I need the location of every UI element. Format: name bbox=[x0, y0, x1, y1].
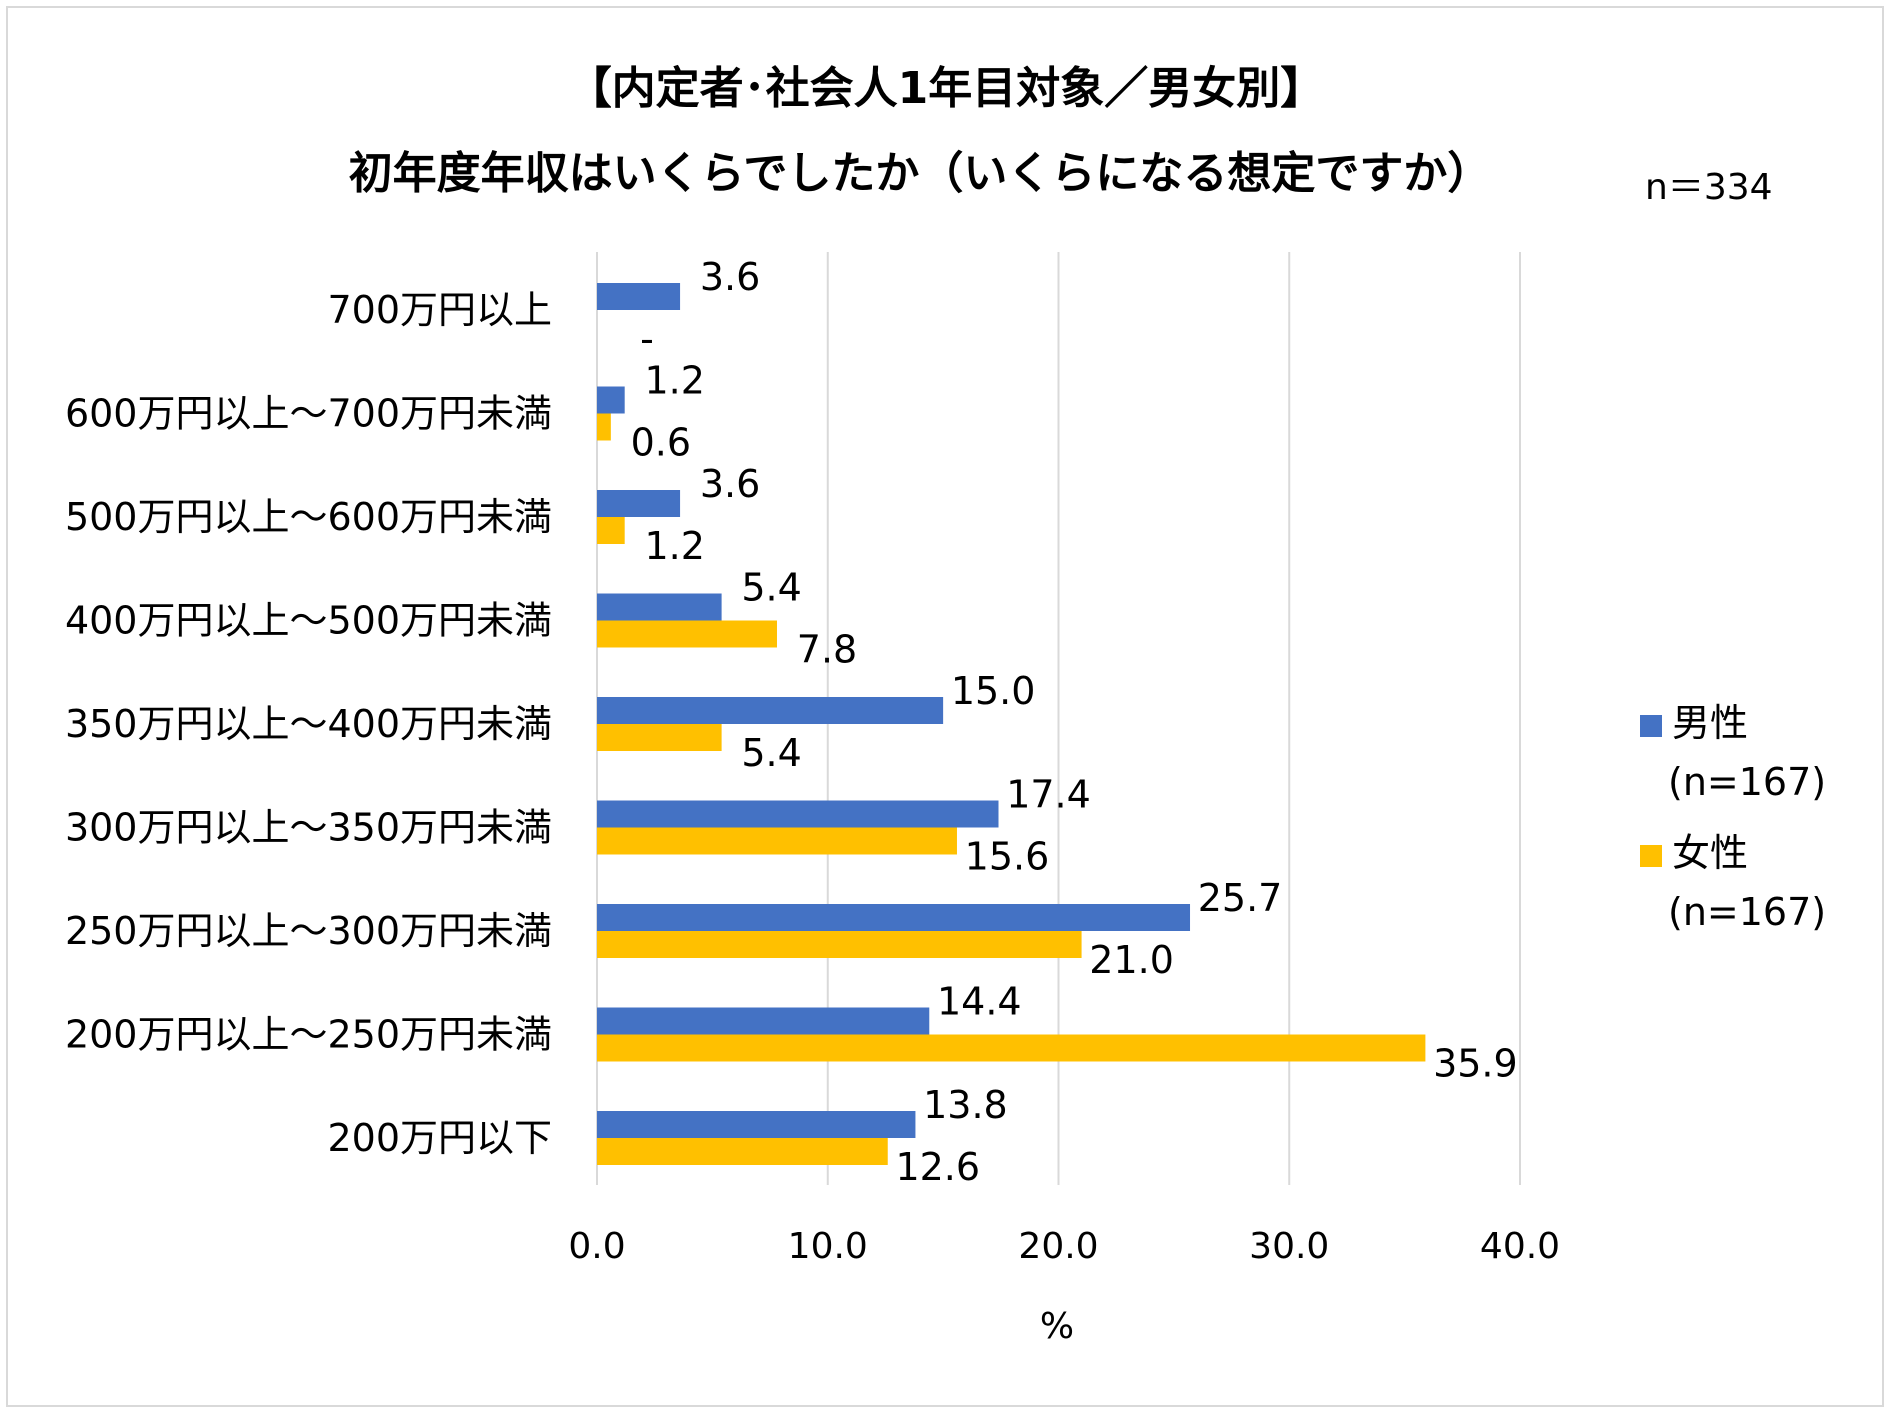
category-label: 350万円以上～400万円未満 bbox=[65, 702, 552, 746]
data-label: 21.0 bbox=[1089, 938, 1174, 982]
bar-female bbox=[597, 413, 611, 441]
data-label: 3.6 bbox=[700, 255, 760, 299]
category-label: 200万円以上～250万円未満 bbox=[65, 1013, 552, 1057]
x-tick-label: 0.0 bbox=[568, 1226, 625, 1267]
data-label: 5.4 bbox=[741, 566, 801, 610]
bar-male bbox=[597, 697, 944, 724]
bar-female bbox=[597, 1138, 888, 1165]
legend-sub-female: (n=167) bbox=[1668, 890, 1827, 934]
chart-title-line1: 【内定者･社会人1年目対象／男女別】 bbox=[567, 63, 1325, 114]
data-label: 1.2 bbox=[644, 524, 704, 568]
bar-male bbox=[597, 593, 722, 621]
data-label: 5.4 bbox=[741, 731, 801, 775]
x-tick-label: 40.0 bbox=[1480, 1226, 1560, 1267]
category-label: 700万円以上 bbox=[327, 288, 552, 332]
data-label: 7.8 bbox=[797, 628, 857, 672]
legend-label-female: 女性 bbox=[1672, 831, 1749, 875]
bar-female bbox=[597, 620, 777, 648]
data-label: 15.6 bbox=[965, 835, 1050, 879]
bar-male bbox=[597, 1007, 930, 1035]
bar-male bbox=[597, 1111, 916, 1138]
data-label: 17.4 bbox=[1006, 773, 1091, 817]
legend-label-male: 男性 bbox=[1672, 701, 1749, 745]
data-label: 35.9 bbox=[1433, 1042, 1518, 1086]
category-label: 400万円以上～500万円未満 bbox=[65, 599, 552, 643]
legend-sub-male: (n=167) bbox=[1668, 760, 1827, 804]
sample-size: n＝334 bbox=[1645, 167, 1773, 208]
data-label: 0.6 bbox=[631, 421, 691, 465]
x-tick-label: 20.0 bbox=[1018, 1226, 1098, 1267]
data-label: 1.2 bbox=[644, 359, 704, 403]
data-label: 25.7 bbox=[1198, 876, 1283, 920]
data-label: 14.4 bbox=[937, 980, 1022, 1024]
data-label: 13.8 bbox=[923, 1083, 1008, 1127]
category-label: 300万円以上～350万円未満 bbox=[65, 806, 552, 850]
bar-male bbox=[597, 904, 1191, 931]
category-label: 200万円以下 bbox=[327, 1116, 552, 1160]
x-tick-label: 10.0 bbox=[788, 1226, 868, 1267]
data-label: 15.0 bbox=[951, 669, 1036, 713]
bar-female bbox=[597, 724, 722, 751]
legend-swatch-male bbox=[1640, 715, 1662, 737]
bar-female bbox=[597, 517, 625, 544]
bar-male bbox=[597, 283, 681, 310]
chart-title-line2: 初年度年収はいくらでしたか（いくらになる想定ですか） bbox=[348, 148, 1492, 199]
data-label: 12.6 bbox=[895, 1145, 980, 1189]
bar-male bbox=[597, 800, 999, 828]
bar-female bbox=[597, 827, 957, 855]
bar-male bbox=[597, 490, 681, 517]
x-tick-label: 30.0 bbox=[1249, 1226, 1329, 1267]
chart-frame bbox=[6, 6, 1884, 1407]
legend-swatch-female bbox=[1640, 845, 1662, 867]
x-axis-label: % bbox=[1040, 1306, 1074, 1347]
bar-male bbox=[597, 386, 625, 414]
bar-female bbox=[597, 931, 1082, 958]
bar-female bbox=[597, 1034, 1426, 1062]
data-label: 3.6 bbox=[700, 462, 760, 506]
category-label: 250万円以上～300万円未満 bbox=[65, 909, 552, 953]
category-label: 600万円以上～700万円未満 bbox=[65, 392, 552, 436]
category-label: 500万円以上～600万円未満 bbox=[65, 495, 552, 539]
data-label: - bbox=[640, 317, 654, 361]
